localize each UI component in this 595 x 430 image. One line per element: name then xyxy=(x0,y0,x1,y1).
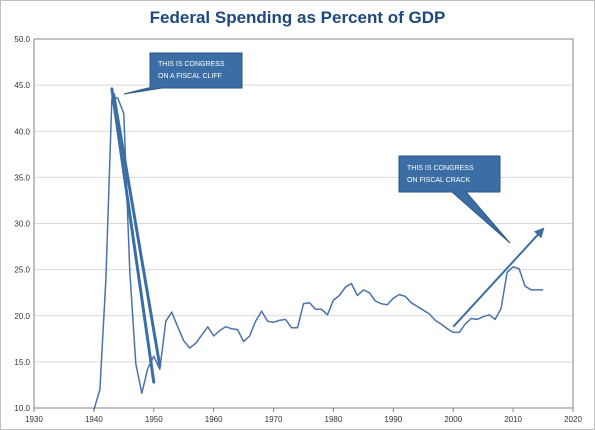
series-line-0 xyxy=(93,97,544,411)
x-tick-label-1: 1940 xyxy=(85,415,103,424)
callout-fiscal-cliff-line-2: ON A FISCAL CLIFF xyxy=(158,73,222,80)
callout-fiscal-crack: THIS IS CONGRESS ON FISCAL CRACK xyxy=(398,155,511,244)
x-tick-label-3: 1960 xyxy=(205,415,223,424)
y-tick-label-8: 50.0 xyxy=(14,35,30,44)
y-tick-label-4: 30.0 xyxy=(14,220,30,229)
callout-fiscal-cliff-box xyxy=(123,52,243,95)
x-tick-label-5: 1980 xyxy=(325,415,343,424)
callout-fiscal-crack-box xyxy=(398,155,511,244)
fiscal-cliff-arrow-1 xyxy=(110,87,156,384)
callout-fiscal-crack-line-1: THIS IS CONGRESS xyxy=(407,165,474,172)
annotations: THIS IS CONGRESS ON A FISCAL CLIFF THIS … xyxy=(110,52,545,384)
callout-fiscal-crack-line-2: ON FISCAL CRACK xyxy=(407,177,470,184)
y-tick-label-3: 25.0 xyxy=(14,266,30,275)
y-tick-label-5: 35.0 xyxy=(14,173,30,182)
x-tick-label-8: 2010 xyxy=(504,415,522,424)
axes: 10.0 15.0 20.0 25.0 30.0 35.0 40.0 45.0 50.0 1930… xyxy=(14,35,582,424)
y-tick-label-6: 40.0 xyxy=(14,127,30,136)
x-tick-label-6: 1990 xyxy=(384,415,402,424)
y-tick-label-2: 20.0 xyxy=(14,312,30,321)
x-tick-label-7: 2000 xyxy=(444,415,462,424)
series xyxy=(93,97,544,411)
x-tick-label-9: 2020 xyxy=(564,415,582,424)
x-tick-label-2: 1950 xyxy=(145,415,163,424)
y-tick-label-1: 15.0 xyxy=(14,358,30,367)
fiscal-cliff-arrow-2 xyxy=(112,92,162,368)
callout-fiscal-cliff: THIS IS CONGRESS ON A FISCAL CLIFF xyxy=(123,52,243,95)
fiscal-crack-arrow xyxy=(452,227,545,328)
x-tick-label-4: 1970 xyxy=(265,415,283,424)
callout-fiscal-cliff-line-1: THIS IS CONGRESS xyxy=(158,61,225,68)
y-tick-label-0: 10.0 xyxy=(14,404,30,413)
x-tick-label-0: 1930 xyxy=(25,415,43,424)
y-tick-label-7: 45.0 xyxy=(14,81,30,90)
chart-title: Federal Spending as Percent of GDP xyxy=(149,8,446,27)
plot-area-border xyxy=(33,38,574,409)
